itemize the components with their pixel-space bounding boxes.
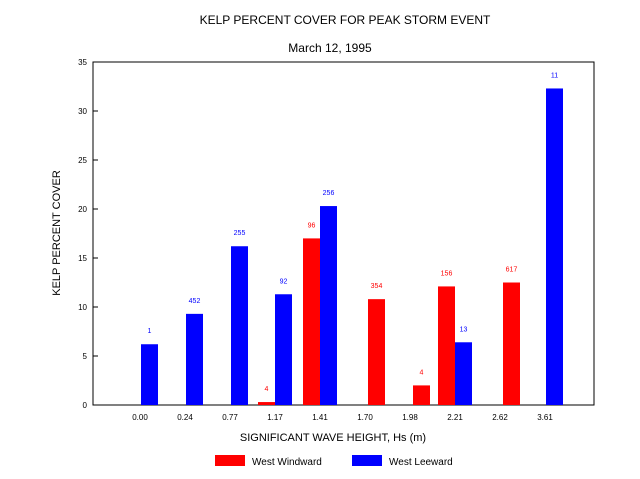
x-axis-label: SIGNIFICANT WAVE HEIGHT, Hs (m) (240, 432, 426, 444)
legend-swatch-west-leeward (352, 455, 382, 466)
bar-west-windward (368, 299, 385, 405)
legend-label-west-leeward: West Leeward (389, 457, 453, 468)
bar-data-label: 354 (371, 283, 383, 290)
bar-data-label: 11 (551, 72, 558, 79)
x-tick-label: 1.98 (402, 413, 418, 422)
bar-west-windward (413, 385, 430, 405)
y-tick-label: 20 (78, 205, 87, 214)
y-tick-label: 10 (78, 303, 87, 312)
x-tick-label: 2.62 (492, 413, 508, 422)
x-tick-label: 0.00 (132, 413, 148, 422)
bar-data-label: 1 (148, 328, 152, 335)
bar-data-label: 92 (280, 278, 288, 285)
bar-west-windward (438, 286, 455, 405)
bar-data-label: 13 (460, 326, 468, 333)
x-tick-label: 2.21 (447, 413, 463, 422)
plot-frame (92, 61, 595, 406)
bar-west-windward (258, 402, 275, 405)
y-tick-label: 0 (83, 401, 88, 410)
x-tick-label: 1.70 (357, 413, 373, 422)
bar-data-label: 4 (420, 369, 424, 376)
bar-data-label: 255 (234, 230, 246, 237)
bar-west-leeward (141, 344, 158, 405)
bar-data-label: 617 (506, 267, 518, 274)
bar-data-label: 452 (189, 298, 201, 305)
x-tick-label: 1.41 (312, 413, 328, 422)
bar-west-leeward (320, 206, 337, 405)
bar-west-leeward (186, 313, 203, 405)
x-tick-label: 0.24 (177, 413, 193, 422)
y-tick-label: 25 (78, 156, 87, 165)
bar-data-label: 256 (323, 190, 335, 197)
x-tick-label: 1.17 (267, 413, 283, 422)
x-tick-label: 3.61 (537, 413, 553, 422)
bar-west-windward (503, 282, 520, 405)
legend-swatch-west-windward (215, 455, 245, 466)
bar-west-leeward (546, 88, 563, 406)
legend-label-west-windward: West Windward (252, 457, 322, 468)
bar-west-leeward (231, 246, 248, 405)
chart-title: KELP PERCENT COVER FOR PEAK STORM EVENT (200, 13, 491, 27)
bar-data-label: 156 (441, 270, 453, 277)
bar-data-label: 4 (265, 386, 269, 393)
y-tick-label: 15 (78, 254, 87, 263)
bar-west-leeward (455, 342, 472, 405)
y-tick-label: 5 (83, 352, 88, 361)
x-tick-label: 0.77 (222, 413, 238, 422)
bar-west-windward (303, 238, 320, 405)
y-tick-label: 35 (78, 58, 87, 67)
bar-west-leeward (275, 294, 292, 405)
bar-data-label: 96 (308, 222, 316, 229)
y-tick-label: 30 (78, 107, 87, 116)
chart-subtitle: March 12, 1995 (288, 41, 372, 55)
y-axis-label: KELP PERCENT COVER (51, 170, 63, 296)
